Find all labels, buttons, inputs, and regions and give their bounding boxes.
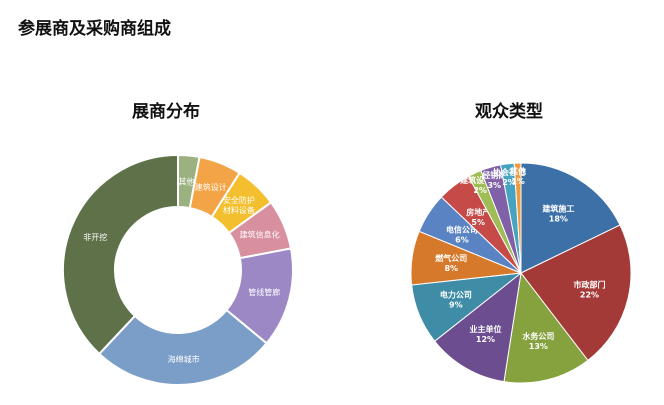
pie-slice-label: 水务公司 13% — [521, 331, 554, 351]
pie-slice-label: 燃气公司 8% — [435, 253, 467, 273]
pie-slice-label: 其他 1% — [510, 166, 526, 186]
donut-slice-label: 建筑设计 — [195, 182, 227, 192]
donut-slice-label: 管线管廊 — [248, 287, 280, 297]
donut-slice-label: 安全防护材料设备 — [223, 195, 255, 215]
donut-slice-5 — [97, 308, 269, 386]
pie-slice-label: 业主单位 12% — [469, 324, 501, 344]
pie-chart-title: 观众类型 — [475, 102, 543, 122]
pie-slice-label: 建筑施工 18% — [541, 203, 574, 223]
donut-slice-label: 海绵城市 — [168, 354, 200, 364]
pie-slice-label: 市政部门 22% — [573, 279, 605, 299]
pie-slice-2 — [503, 271, 589, 384]
pie-slice-11 — [513, 162, 522, 274]
donut-slice-label: 其他 — [178, 176, 194, 186]
pie-slice-1 — [520, 224, 632, 362]
visitor-pie-chart: 建筑施工 18% 市政部门 22% 水务公司 13% 业主单位 12% 电力公司 9% 燃气公司 8%… — [410, 162, 632, 384]
pie-slice-label: 房地产 5% — [466, 207, 490, 227]
donut-slice-6 — [62, 153, 179, 356]
donut-slice-label: 建筑信息化 — [240, 230, 280, 240]
donut-chart-title: 展商分布 — [132, 102, 200, 122]
page-title: 参展商及采购商组成 — [18, 19, 171, 39]
pie-slice-3 — [433, 271, 522, 383]
pie-slice-label: 协会社团 2% — [493, 167, 525, 187]
pie-slice-0 — [520, 162, 621, 274]
pie-slice-label: 经销商 3% — [482, 170, 506, 190]
pie-slice-label: 建筑设计院 2% — [459, 175, 500, 195]
donut-slice-label: 非开挖 — [83, 232, 107, 242]
pie-slice-label: 电信公司 6% — [446, 225, 478, 245]
pie-slice-label: 电力公司 9% — [440, 290, 472, 310]
